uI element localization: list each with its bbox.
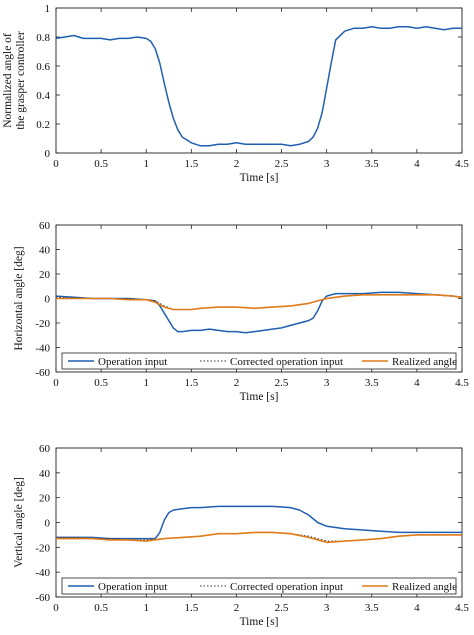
- y-tick-label: 0: [45, 294, 51, 306]
- legend-label-realized: Realized angle: [392, 356, 457, 368]
- chart-panel-3: 0 0.5 1 1.5 2 2.5 3 3.5 4 4.5 -60 -40 -20 0 20 40 60 Time…: [13, 443, 469, 628]
- x-tick-label: 0: [53, 377, 59, 389]
- x-axis-label: Time [s]: [240, 172, 279, 184]
- series-line-realized: [56, 531, 462, 544]
- y-axis-label: Normalized angle of: [2, 33, 14, 128]
- y-tick-label: 0.8: [36, 32, 50, 44]
- plot-frame: [55, 7, 463, 154]
- legend-label-corrected: Corrected operation input: [230, 356, 343, 368]
- x-tick-label: 2: [234, 602, 240, 614]
- series-line-operation: [56, 505, 462, 540]
- x-tick-label: 3.5: [365, 602, 379, 614]
- chart-panel-1: 0 0.5 1 1.5 2 2.5 3 3.5 4 4.5 0 0.2 0.4 0.6 0.8 1 Time […: [2, 3, 469, 184]
- x-tick-label: 4.5: [455, 602, 469, 614]
- x-tick-label: 2: [234, 158, 240, 170]
- legend: Operation input Corrected operation input…: [61, 352, 457, 370]
- x-tick-label: 1: [143, 158, 149, 170]
- x-tick-label: 1: [143, 377, 149, 389]
- x-tick-label: 3: [324, 377, 330, 389]
- legend-box: [61, 577, 457, 595]
- legend-label-corrected: Corrected operation input: [230, 581, 343, 593]
- x-axis-label: Time [s]: [240, 391, 279, 403]
- x-tick-label: 2.5: [275, 158, 289, 170]
- y-tick-label: 1: [45, 3, 51, 15]
- legend-label-operation: Operation input: [98, 581, 167, 593]
- y-tick-label: 60: [39, 443, 51, 455]
- y-tick-label: 0: [45, 148, 51, 160]
- series-line-realized: [56, 294, 462, 311]
- x-tick-label: 2.5: [275, 602, 289, 614]
- x-tick-label: 2: [234, 377, 240, 389]
- y-tick-label: 0: [45, 518, 51, 530]
- y-tick-label: 0.4: [36, 90, 50, 102]
- x-tick-label: 4.5: [455, 158, 469, 170]
- x-tick-label: 1.5: [184, 158, 198, 170]
- y-tick-label: 20: [39, 493, 51, 505]
- x-tick-label: 0.5: [94, 158, 108, 170]
- chart-panel-2: 0 0.5 1 1.5 2 2.5 3 3.5 4 4.5 -60 -40 -20 0 20 40 60 Time…: [13, 220, 469, 403]
- x-tick-label: 0.5: [94, 377, 108, 389]
- legend-box: [61, 352, 457, 370]
- legend-label-operation: Operation input: [98, 356, 167, 368]
- y-tick-label: -20: [35, 542, 50, 554]
- x-tick-label: 3: [324, 158, 330, 170]
- legend-label-realized: Realized angle: [392, 581, 457, 593]
- x-tick-label: 4.5: [455, 377, 469, 389]
- y-tick-label: 60: [39, 220, 51, 232]
- y-axis-label: Vertical angle [deg]: [13, 477, 25, 568]
- x-axis-label: Time [s]: [240, 616, 279, 628]
- x-tick-label: 0: [53, 602, 59, 614]
- legend: Operation input Corrected operation input…: [61, 577, 457, 595]
- y-tick-label: 40: [39, 245, 51, 257]
- y-tick-label: -40: [35, 343, 50, 355]
- x-tick-label: 4: [414, 377, 420, 389]
- x-tick-label: 3.5: [365, 377, 379, 389]
- series-line-grasp: [56, 26, 462, 147]
- plot-frame: [55, 447, 463, 598]
- y-tick-label: 0.6: [36, 61, 50, 73]
- x-tick-label: 4: [414, 602, 420, 614]
- y-tick-label: -20: [35, 318, 50, 330]
- x-tick-label: 1.5: [184, 602, 198, 614]
- y-tick-label: -40: [35, 567, 50, 579]
- x-tick-label: 2.5: [275, 377, 289, 389]
- y-axis-label: the grasper controller: [15, 31, 27, 130]
- y-tick-label: 20: [39, 269, 51, 281]
- y-tick-label: -60: [35, 367, 50, 379]
- y-tick-label: 0.2: [36, 119, 50, 131]
- x-tick-label: 4: [414, 158, 420, 170]
- y-axis-label: Horizontal angle [deg]: [13, 246, 25, 350]
- x-tick-label: 3: [324, 602, 330, 614]
- y-tick-label: -60: [35, 592, 50, 604]
- x-tick-label: 3.5: [365, 158, 379, 170]
- x-tick-label: 1: [143, 602, 149, 614]
- x-tick-label: 0.5: [94, 602, 108, 614]
- y-tick-label: 40: [39, 468, 51, 480]
- x-tick-label: 0: [53, 158, 59, 170]
- x-tick-label: 1.5: [184, 377, 198, 389]
